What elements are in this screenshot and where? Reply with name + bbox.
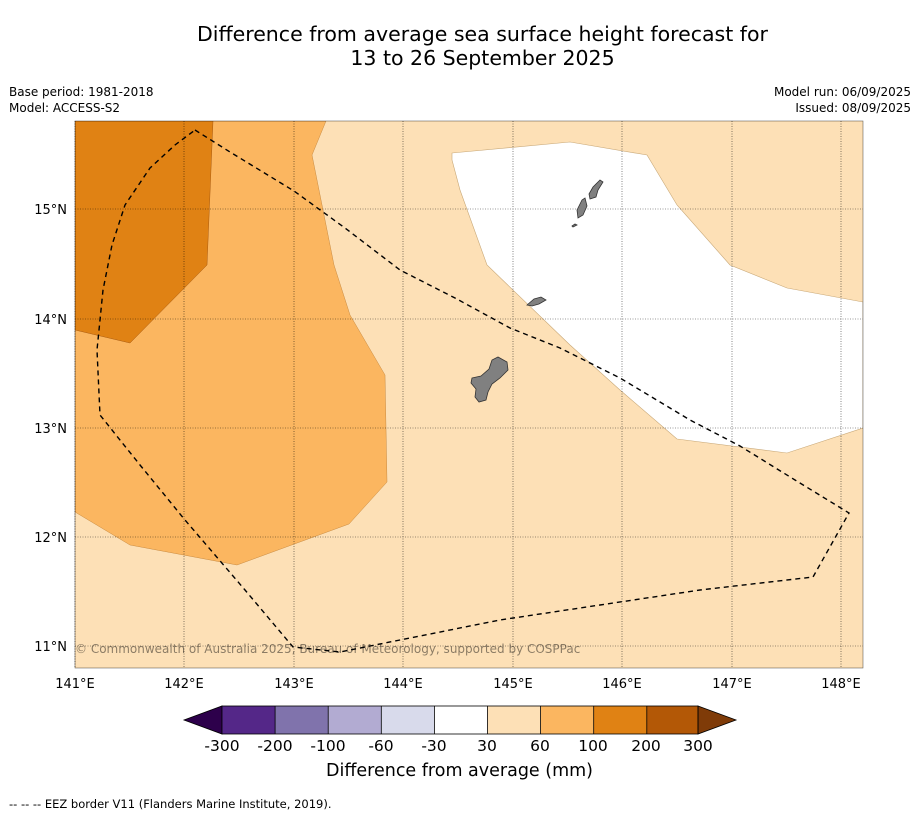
colorbar-segment bbox=[275, 706, 329, 734]
island-aguijan bbox=[571, 223, 578, 228]
colorbar-tick-label: 300 bbox=[683, 737, 713, 755]
title-line-2: 13 to 26 September 2025 bbox=[350, 46, 615, 70]
map-plot-area bbox=[75, 121, 863, 668]
colorbar-segment bbox=[540, 706, 594, 734]
lon-label: 144°E bbox=[383, 677, 423, 692]
colorbar-frame bbox=[221, 705, 699, 735]
island-guam bbox=[470, 356, 509, 403]
lon-label: 142°E bbox=[164, 677, 204, 692]
colorbar-segment bbox=[434, 706, 488, 734]
colorbar-tick-label: 60 bbox=[530, 737, 550, 755]
anomaly-100-200-region bbox=[75, 121, 214, 344]
island-saipan bbox=[588, 179, 604, 200]
plot-frame bbox=[74, 120, 864, 669]
colorbar-segment bbox=[381, 706, 435, 734]
colorbar-under-arrow bbox=[182, 705, 223, 735]
land-islands bbox=[470, 179, 604, 403]
colorbar-segment bbox=[646, 706, 698, 734]
lon-label: 148°E bbox=[821, 677, 861, 692]
colorbar-tick-label: 100 bbox=[578, 737, 608, 755]
copyright-notice: © Commonwealth of Australia 2025, Bureau… bbox=[75, 642, 580, 656]
colorbar-segment bbox=[328, 706, 382, 734]
lat-label: 11°N bbox=[34, 640, 67, 655]
lon-label: 146°E bbox=[602, 677, 642, 692]
colorbar-segment bbox=[593, 706, 647, 734]
colorbar-tick-label: 30 bbox=[477, 737, 497, 755]
lat-label: 14°N bbox=[34, 313, 67, 328]
island-tinian bbox=[576, 197, 588, 219]
lon-label: 145°E bbox=[493, 677, 533, 692]
lon-labels: 141°E 142°E 143°E 144°E 145°E 146°E 147°… bbox=[55, 677, 861, 692]
colorbar bbox=[182, 705, 738, 735]
colorbar-segment bbox=[222, 706, 276, 734]
lon-label: 141°E bbox=[55, 677, 95, 692]
model-name: Model: ACCESS-S2 bbox=[9, 101, 121, 115]
lat-label: 15°N bbox=[34, 203, 67, 218]
base-period: Base period: 1981-2018 bbox=[9, 85, 154, 99]
eez-border bbox=[96, 129, 850, 653]
chart-title: Difference from average sea surface heig… bbox=[0, 22, 919, 70]
title-line-1: Difference from average sea surface heig… bbox=[197, 22, 768, 46]
colorbar-tick-label: -200 bbox=[257, 737, 293, 755]
colorbar-tick-label: -300 bbox=[204, 737, 240, 755]
meta-right: Model run: 06/09/2025 Issued: 08/09/2025 bbox=[774, 84, 911, 116]
colorbar-dividers bbox=[274, 706, 648, 734]
colorbar-tick-label: -100 bbox=[310, 737, 346, 755]
colorbar-tick-label: -30 bbox=[421, 737, 447, 755]
lat-label: 12°N bbox=[34, 531, 67, 546]
model-run: Model run: 06/09/2025 bbox=[773, 85, 911, 99]
lat-label: 13°N bbox=[34, 422, 67, 437]
issued-date: Issued: 08/09/2025 bbox=[795, 101, 911, 115]
colorbar-tick-label: -60 bbox=[368, 737, 394, 755]
colorbar-over-arrow bbox=[697, 705, 738, 735]
colorbar-label: Difference from average (mm) bbox=[325, 761, 594, 781]
anomaly-neutral-region bbox=[451, 141, 863, 454]
colorbar-tick-label: 200 bbox=[631, 737, 661, 755]
meta-left: Base period: 1981-2018 Model: ACCESS-S2 bbox=[9, 84, 154, 116]
eez-footnote: -- -- -- EEZ border V11 (Flanders Marine… bbox=[9, 797, 332, 811]
lat-labels: 15°N 14°N 13°N 12°N 11°N bbox=[34, 203, 67, 655]
island-rota bbox=[526, 296, 547, 307]
lon-label: 143°E bbox=[274, 677, 314, 692]
colorbar-segment bbox=[487, 706, 541, 734]
lon-label: 147°E bbox=[712, 677, 752, 692]
